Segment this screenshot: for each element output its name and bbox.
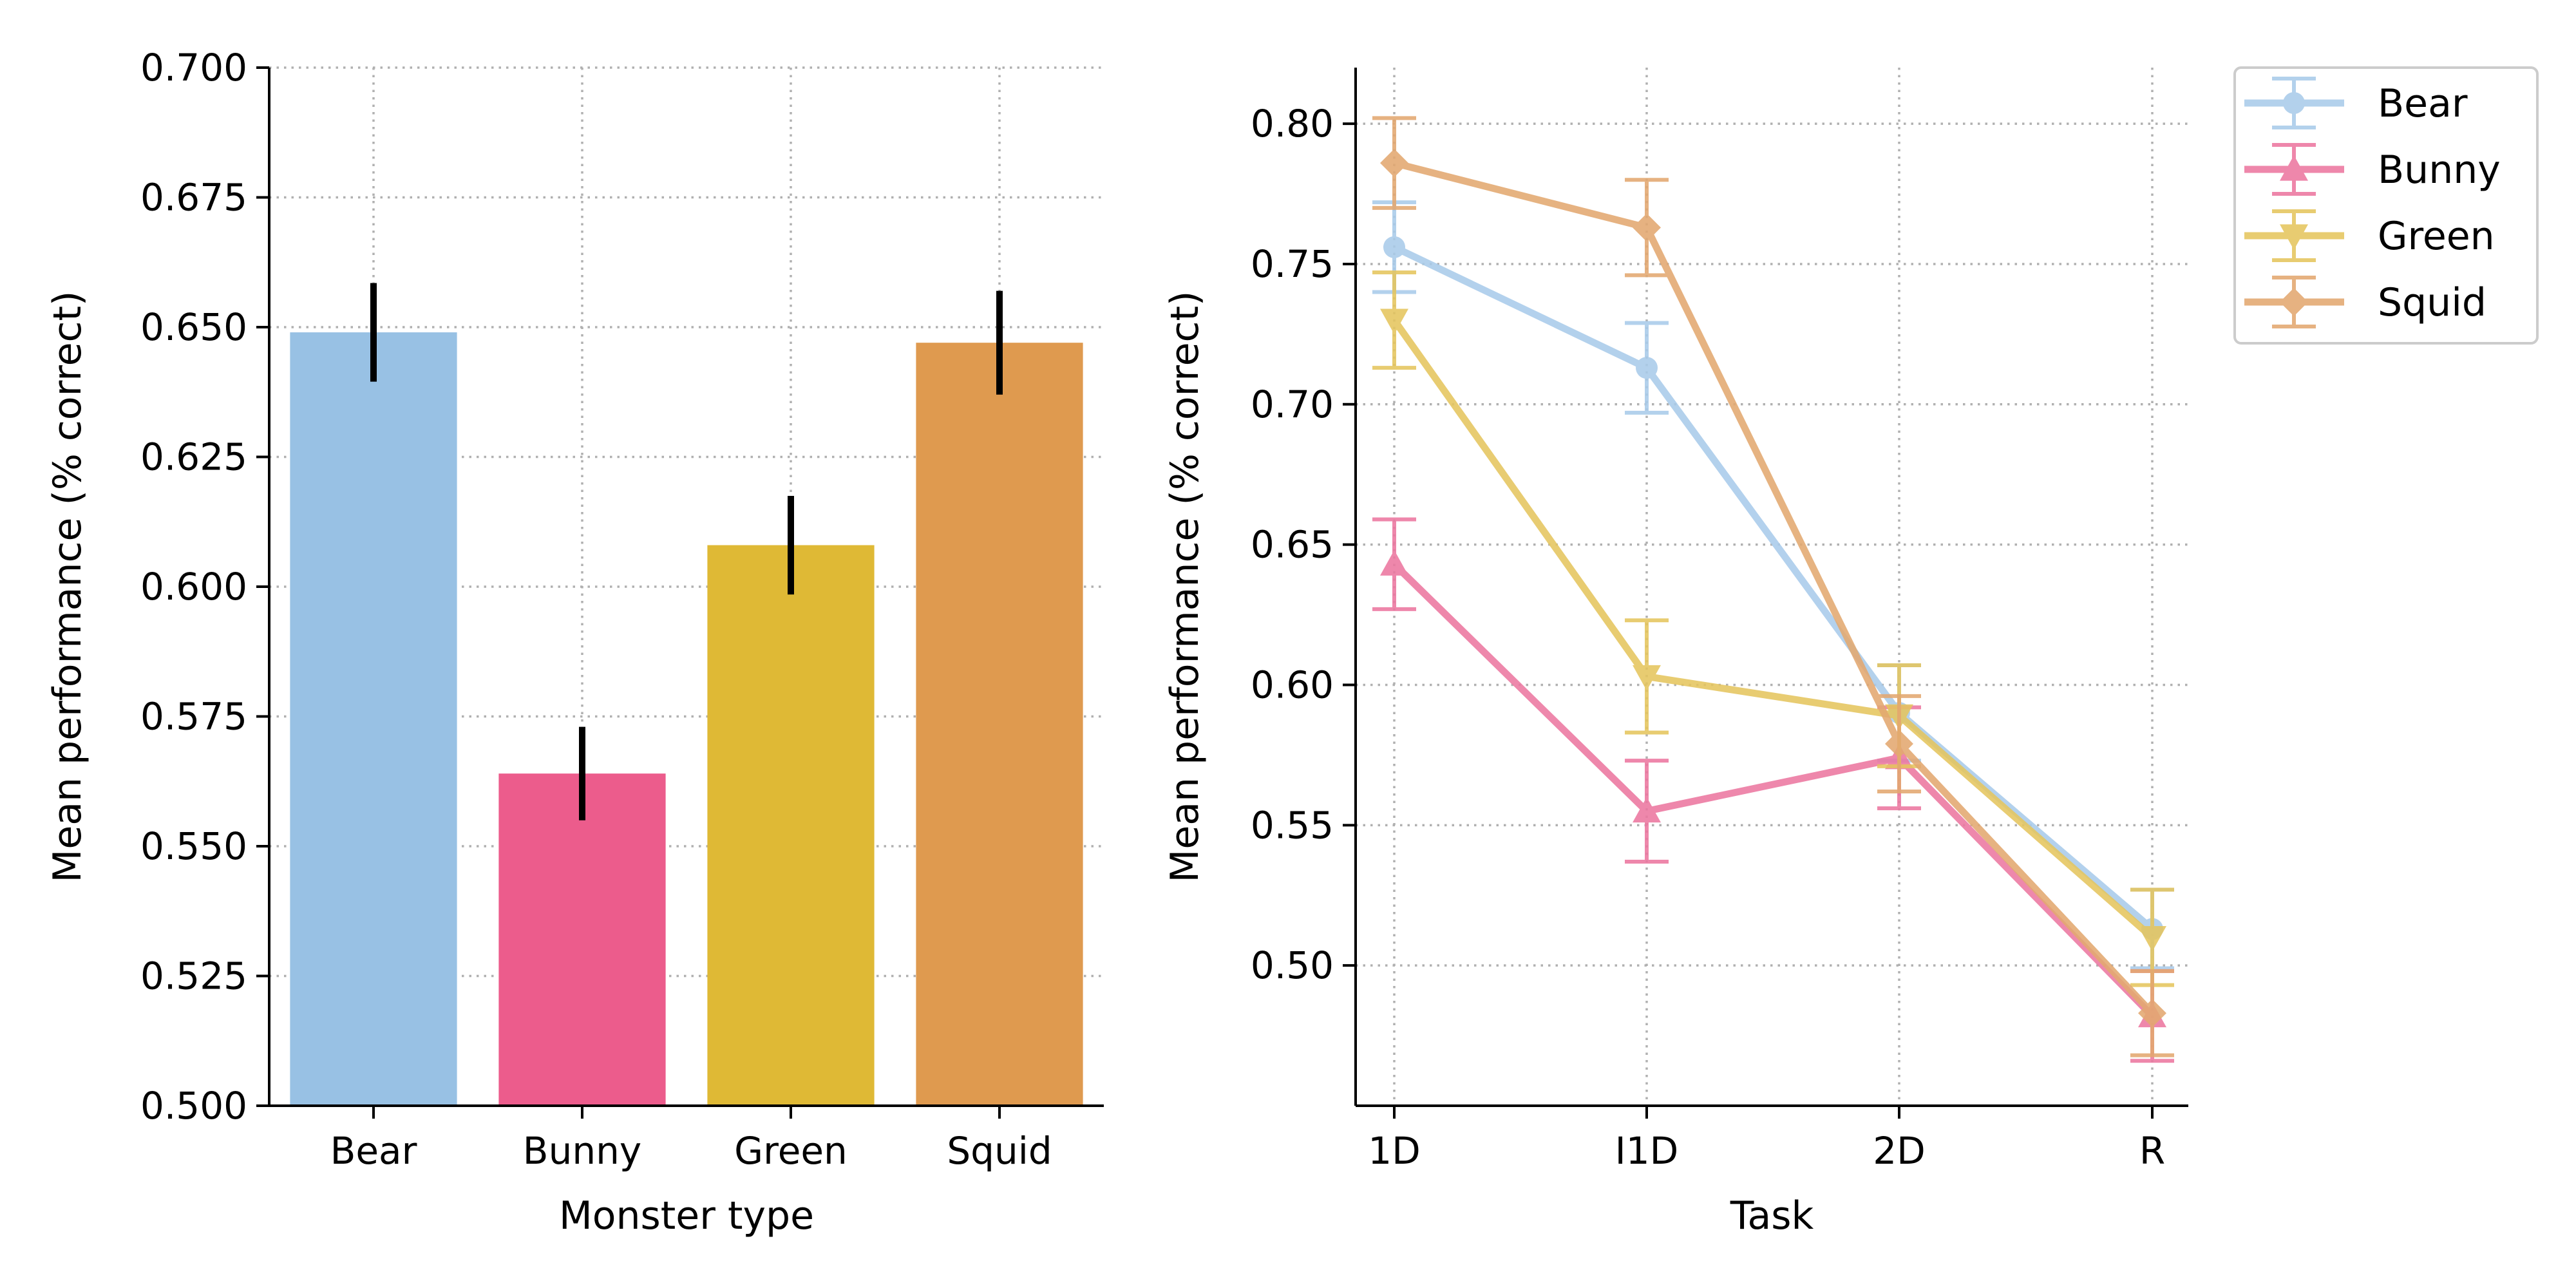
legend-entry-squid [2244, 276, 2344, 328]
y-tick-label: 0.75 [1251, 242, 1334, 286]
legend-label-green: Green [2378, 214, 2495, 259]
legend-marker [2280, 155, 2308, 181]
legend-marker [2280, 288, 2308, 316]
y-tick-label: 0.575 [140, 695, 247, 739]
x-axis-title: Task [1730, 1193, 1814, 1238]
legend-label-bunny: Bunny [2378, 147, 2501, 193]
y-tick-label: 0.50 [1251, 943, 1334, 987]
y-tick-label: 0.65 [1251, 523, 1334, 567]
x-axis-title: Monster type [559, 1193, 814, 1238]
legend-entry-bear [2244, 77, 2344, 129]
legend-entry-bunny [2244, 143, 2344, 196]
legend: Bear Bunny Green Squid [2233, 66, 2539, 345]
data-point [1380, 550, 1408, 576]
data-point [1636, 357, 1658, 379]
y-tick-label: 0.650 [140, 305, 247, 349]
data-point [2138, 999, 2166, 1028]
data-point [1633, 213, 1661, 242]
data-point [1633, 797, 1661, 823]
y-axis-title: Mean performance (% correct) [45, 291, 90, 883]
series-bunny [1372, 517, 2174, 1063]
legend-marker [2283, 92, 2305, 114]
legend-label-bear: Bear [2378, 81, 2468, 126]
y-axis-title: Mean performance (% correct) [1162, 291, 1208, 883]
y-tick-label: 0.625 [140, 435, 247, 479]
bar-squid [916, 343, 1083, 1106]
x-tick-label: Bear [330, 1129, 417, 1173]
series-line-bunny [1392, 562, 2155, 1019]
x-tick-label: R [2139, 1129, 2165, 1173]
y-tick-label: 0.55 [1251, 803, 1334, 847]
bar-bunny [498, 773, 666, 1106]
data-point [1380, 149, 1408, 178]
bar-green [707, 545, 875, 1106]
x-tick-label: 1D [1368, 1129, 1421, 1173]
y-tick-label: 0.500 [140, 1084, 247, 1128]
y-tick-label: 0.700 [140, 46, 247, 90]
data-point [1885, 729, 1913, 758]
bar-chart-panel: 0.500 0.525 0.550 0.575 0.600 0.625 0.650 0.675… [45, 46, 1104, 1238]
y-tick-label: 0.70 [1251, 383, 1334, 426]
series-line-squid [1393, 159, 2155, 1016]
y-tick-label: 0.525 [140, 954, 247, 998]
x-tick-label: 2D [1873, 1129, 1926, 1173]
y-tick-label: 0.600 [140, 565, 247, 609]
data-point [1380, 308, 1408, 335]
legend-entry-green [2244, 209, 2344, 262]
x-tick-label: Squid [947, 1129, 1052, 1173]
y-tick-label: 0.60 [1251, 663, 1334, 706]
x-tick-label: I1D [1615, 1129, 1679, 1173]
data-point [1633, 665, 1661, 691]
legend-marker [2280, 224, 2308, 250]
y-tick-label: 0.550 [140, 824, 247, 868]
series-line-green [1391, 317, 2155, 940]
line-chart-panel: 0.50 0.55 0.60 0.65 0.70 0.75 0.80 1D I1D 2D R Task… [1162, 68, 2188, 1238]
data-point [1383, 236, 1405, 258]
y-tick-label: 0.80 [1251, 102, 1334, 146]
series-line-bear [1392, 243, 2155, 932]
x-tick-label: Bunny [523, 1129, 641, 1173]
series-green [1372, 270, 2174, 987]
legend-label-squid: Squid [2378, 280, 2486, 325]
series-squid [1372, 116, 2174, 1057]
bar-bear [290, 332, 457, 1106]
x-tick-label: Green [734, 1129, 848, 1173]
data-point [2138, 925, 2166, 952]
legend-frame [2233, 66, 2539, 345]
y-tick-label: 0.675 [140, 176, 247, 220]
